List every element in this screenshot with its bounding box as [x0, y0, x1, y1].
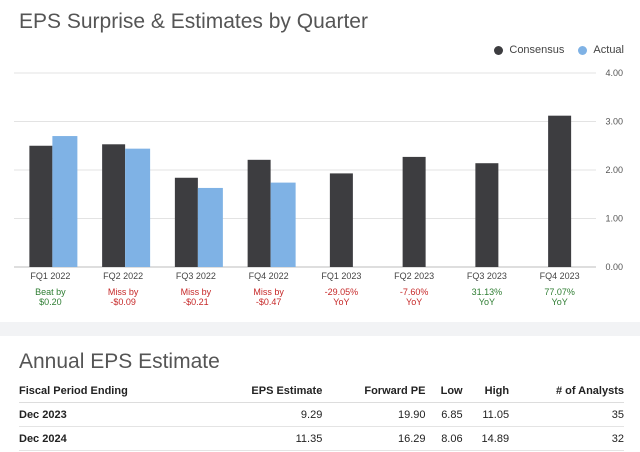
x-tick-label: FQ3 2022 [176, 271, 216, 281]
y-tick-label: 0.00 [605, 262, 623, 272]
actual-bar [125, 148, 151, 267]
consensus-bar [402, 156, 426, 267]
cell-low: 8.06 [425, 426, 463, 451]
chart-legend: Consensus Actual [494, 44, 624, 56]
actual-bar [197, 187, 223, 267]
surprise-annotation-line2: YoY [552, 297, 568, 307]
section-separator [0, 322, 640, 336]
x-tick-label: FQ2 2023 [394, 271, 434, 281]
annual-eps-card: Annual EPS Estimate Fiscal Period Ending… [0, 336, 640, 452]
cell-eps-estimate: 9.29 [202, 402, 323, 427]
surprise-annotation-line2: $0.20 [39, 297, 62, 307]
x-tick-label: FQ2 2022 [103, 271, 143, 281]
consensus-bar [475, 163, 499, 267]
consensus-bar [548, 115, 572, 268]
surprise-annotation-line2: YoY [333, 297, 349, 307]
legend-item-actual[interactable]: Actual [578, 44, 624, 56]
header-low[interactable]: Low [425, 382, 463, 403]
legend-item-consensus[interactable]: Consensus [494, 44, 564, 56]
x-tick-label: FQ4 2023 [540, 271, 580, 281]
surprise-annotation-line1: -29.05% [325, 287, 359, 297]
cell-forward-pe: 16.29 [322, 426, 426, 451]
table-header-row: Fiscal Period Ending EPS Estimate Forwar… [19, 382, 624, 403]
cell-high: 14.89 [462, 426, 510, 451]
table-row: Dec 2023 9.29 19.90 6.85 11.05 35 [19, 402, 624, 427]
cell-forward-pe: 19.90 [322, 402, 426, 427]
legend-label-consensus: Consensus [509, 44, 565, 56]
cell-analysts: 35 [509, 402, 624, 427]
cell-eps-estimate: 11.35 [202, 426, 323, 451]
y-tick-label: 1.00 [605, 214, 623, 224]
x-tick-label: FQ4 2022 [249, 271, 289, 281]
actual-swatch-icon [578, 45, 588, 55]
surprise-annotation-line1: Beat by [35, 287, 66, 297]
surprise-annotation-line1: -7.60% [400, 287, 429, 297]
surprise-annotation-line1: Miss by [253, 287, 284, 297]
consensus-swatch-icon [494, 45, 504, 55]
x-tick-label: FQ3 2023 [467, 271, 507, 281]
surprise-annotation-line1: 77.07% [544, 287, 575, 297]
header-high[interactable]: High [462, 382, 510, 403]
cell-period: Dec 2024 [19, 426, 203, 451]
header-analysts[interactable]: # of Analysts [509, 382, 624, 403]
actual-bar [52, 136, 78, 267]
eps-chart: 4.00 3.00 2.00 1.00 0.00 FQ1 2022 Beat by$0.20… [14, 68, 623, 307]
consensus-bar [329, 173, 353, 267]
table-row: Dec 2024 11.35 16.29 8.06 14.89 32 [19, 426, 624, 451]
y-tick-label: 4.00 [605, 68, 623, 78]
surprise-annotation-line2: YoY [406, 297, 422, 307]
x-tick-label: FQ1 2023 [321, 271, 361, 281]
header-eps-estimate[interactable]: EPS Estimate [202, 382, 323, 403]
surprise-annotation-line2: -$0.21 [183, 297, 209, 307]
surprise-annotation-line1: Miss by [108, 287, 139, 297]
y-tick-label: 2.00 [605, 165, 623, 175]
actual-bar [270, 182, 296, 267]
legend-label-actual: Actual [593, 44, 624, 56]
cell-analysts: 32 [509, 426, 624, 451]
surprise-annotation-line2: -$0.09 [110, 297, 136, 307]
surprise-annotation-line2: -$0.47 [256, 297, 282, 307]
eps-chart-card: 4.00 3.00 2.00 1.00 0.00 FQ1 2022 Beat by $0.20… [14, 10, 624, 307]
chart-title: EPS Surprise & Estimates by Quarter [19, 10, 368, 33]
y-tick-label: 3.00 [605, 117, 623, 127]
consensus-bar [174, 177, 198, 267]
annual-eps-table: Fiscal Period Ending EPS Estimate Forwar… [19, 382, 624, 451]
header-forward-pe[interactable]: Forward PE [322, 382, 426, 403]
cell-high: 11.05 [462, 402, 510, 427]
header-fiscal-period[interactable]: Fiscal Period Ending [19, 382, 203, 403]
surprise-annotation-line1: Miss by [181, 287, 212, 297]
consensus-bar [102, 144, 126, 267]
surprise-annotation-line2: YoY [479, 297, 495, 307]
cell-period: Dec 2023 [19, 402, 203, 427]
cell-low: 6.85 [425, 402, 463, 427]
consensus-bar [247, 159, 271, 267]
consensus-bar [29, 145, 53, 267]
surprise-annotation-line1: 31.13% [472, 287, 503, 297]
x-tick-label: FQ1 2022 [30, 271, 70, 281]
annual-title: Annual EPS Estimate [19, 350, 220, 373]
